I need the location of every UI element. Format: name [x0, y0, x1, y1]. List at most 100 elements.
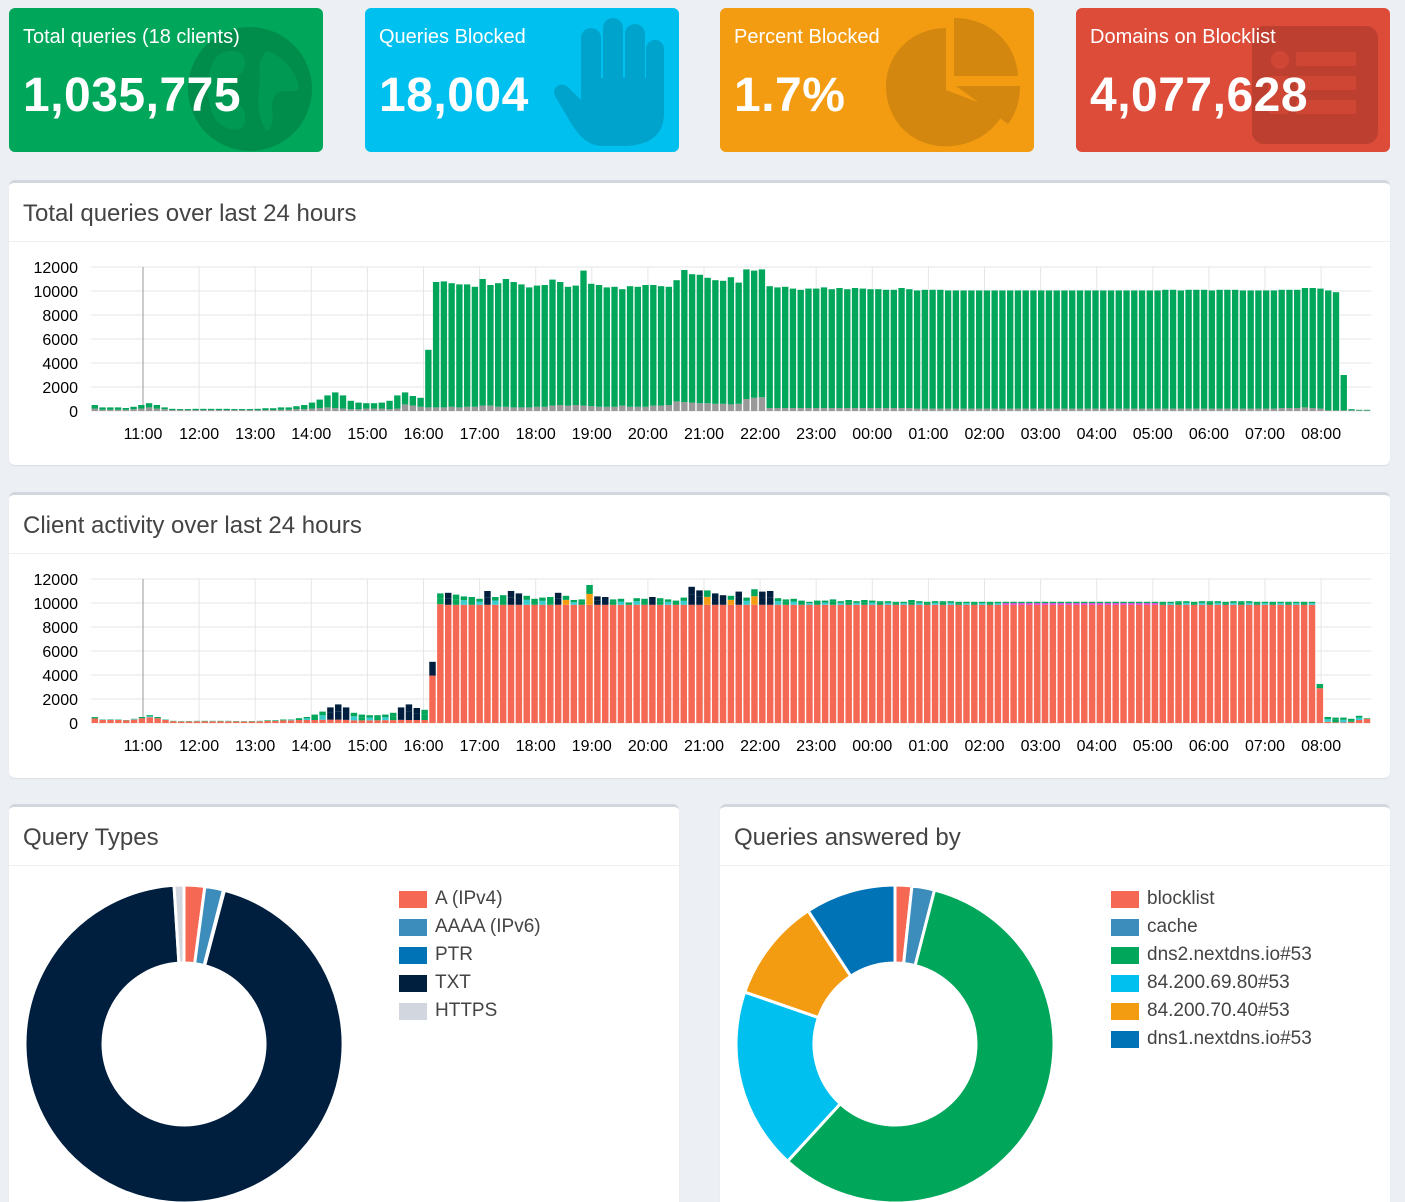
bar-main-client[interactable] [1230, 604, 1237, 723]
bar-permitted[interactable] [921, 289, 929, 409]
bar-blocked[interactable] [1045, 408, 1053, 411]
bar-other-client[interactable] [295, 718, 303, 720]
bar-other-client[interactable] [798, 602, 805, 605]
bar-permitted[interactable] [1061, 290, 1068, 409]
bar-blocked[interactable] [844, 408, 851, 411]
bar-main-client[interactable] [358, 720, 366, 723]
bar-permitted[interactable] [223, 408, 230, 411]
bar-blocked[interactable] [735, 403, 742, 411]
bar-other-client[interactable] [743, 600, 750, 605]
bar-permitted[interactable] [479, 279, 486, 406]
bar-main-client[interactable] [107, 720, 114, 723]
bar-other-client[interactable] [1065, 601, 1072, 604]
bar-other-client[interactable] [923, 601, 931, 604]
bar-other-client[interactable] [978, 603, 986, 605]
bar-blocked[interactable] [254, 410, 261, 411]
bar-blocked[interactable] [494, 406, 502, 411]
bar-main-client[interactable] [1120, 604, 1127, 723]
bar-main-client[interactable] [656, 604, 664, 723]
bar-blocked[interactable] [875, 408, 882, 411]
bar-permitted[interactable] [1224, 289, 1231, 409]
bar-other-client[interactable] [829, 599, 837, 602]
bar-main-client[interactable] [162, 720, 169, 723]
bar-other-client[interactable] [578, 601, 585, 605]
bar-other-client[interactable] [774, 601, 782, 605]
bar-main-client[interactable] [240, 721, 248, 723]
bar-other-client[interactable] [704, 596, 711, 605]
bar-blocked[interactable] [1332, 410, 1340, 411]
bar-permitted[interactable] [347, 400, 354, 410]
bar-other-client[interactable] [327, 707, 334, 713]
bar-main-client[interactable] [743, 604, 750, 723]
bar-other-client[interactable] [1261, 601, 1269, 604]
bar-blocked[interactable] [611, 406, 618, 411]
bar-other-client[interactable] [1026, 601, 1033, 604]
bar-other-client[interactable] [303, 717, 311, 719]
bar-blocked[interactable] [1193, 408, 1200, 411]
bar-permitted[interactable] [1294, 289, 1301, 408]
bar-main-client[interactable] [821, 604, 829, 723]
bar-other-client[interactable] [468, 600, 475, 605]
bar-blocked[interactable] [1294, 408, 1301, 411]
bar-blocked[interactable] [758, 397, 766, 411]
bar-other-client[interactable] [1300, 601, 1308, 604]
bar-other-client[interactable] [821, 602, 829, 605]
bar-permitted[interactable] [1278, 289, 1285, 408]
bar-permitted[interactable] [308, 402, 316, 409]
bar-permitted[interactable] [797, 289, 804, 408]
bar-other-client[interactable] [884, 602, 892, 605]
bar-blocked[interactable] [673, 401, 680, 411]
bar-blocked[interactable] [665, 405, 673, 411]
bar-permitted[interactable] [518, 284, 525, 408]
bar-main-client[interactable] [1065, 604, 1072, 723]
bar-blocked[interactable] [285, 409, 292, 411]
bar-other-client[interactable] [790, 598, 797, 602]
bar-permitted[interactable] [557, 282, 564, 405]
bar-other-client[interactable] [774, 598, 782, 602]
bar-other-client[interactable] [1355, 717, 1363, 720]
bar-main-client[interactable] [1128, 604, 1135, 723]
bar-main-client[interactable] [649, 604, 656, 723]
bar-other-client[interactable] [719, 595, 727, 600]
bar-other-client[interactable] [900, 601, 907, 604]
bar-permitted[interactable] [968, 290, 975, 409]
bar-other-client[interactable] [1120, 601, 1127, 604]
bar-permitted[interactable] [541, 285, 548, 407]
bar-other-client[interactable] [311, 714, 318, 718]
legend-item[interactable]: cache [1111, 913, 1312, 941]
bar-permitted[interactable] [487, 285, 494, 406]
bar-other-client[interactable] [1057, 603, 1064, 605]
bar-main-client[interactable] [978, 604, 986, 723]
bar-other-client[interactable] [570, 600, 578, 603]
bar-permitted[interactable] [1045, 290, 1053, 409]
bar-blocked[interactable] [231, 410, 238, 411]
bar-other-client[interactable] [452, 594, 460, 600]
bar-other-client[interactable] [287, 719, 295, 721]
bar-main-client[interactable] [837, 604, 845, 723]
bar-other-client[interactable] [1159, 601, 1167, 604]
bar-permitted[interactable] [937, 289, 944, 409]
bar-permitted[interactable] [1138, 290, 1146, 409]
bar-other-client[interactable] [617, 601, 625, 605]
bar-other-client[interactable] [413, 708, 421, 714]
bar-permitted[interactable] [1255, 290, 1262, 409]
bar-permitted[interactable] [657, 286, 665, 406]
bar-other-client[interactable] [1308, 601, 1316, 604]
bar-other-client[interactable] [876, 601, 884, 603]
bar-other-client[interactable] [908, 600, 915, 603]
bar-other-client[interactable] [138, 717, 146, 719]
bar-main-client[interactable] [1190, 604, 1198, 723]
bar-other-client[interactable] [704, 590, 711, 597]
bar-other-client[interactable] [1253, 603, 1261, 605]
bar-other-client[interactable] [429, 668, 436, 676]
bar-other-client[interactable] [680, 600, 688, 605]
bar-other-client[interactable] [602, 600, 609, 605]
bar-other-client[interactable] [727, 595, 735, 600]
bar-main-client[interactable] [1308, 604, 1316, 723]
donut-slice[interactable] [23, 883, 345, 1202]
bar-other-client[interactable] [154, 717, 161, 718]
bar-blocked[interactable] [564, 405, 572, 411]
bar-main-client[interactable] [759, 604, 766, 723]
bar-permitted[interactable] [1185, 289, 1192, 409]
bar-blocked[interactable] [549, 405, 556, 411]
